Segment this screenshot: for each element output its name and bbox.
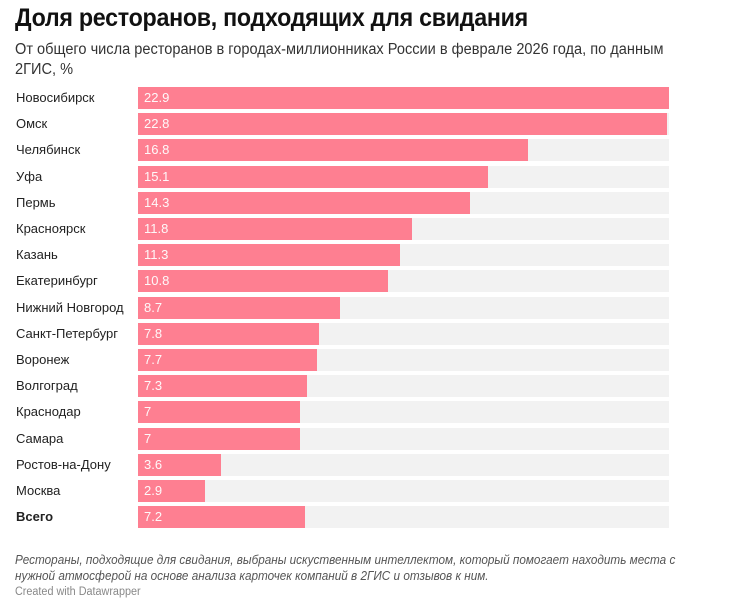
bar-value-label: 7.2 <box>144 509 163 525</box>
bar <box>138 191 470 214</box>
bar <box>138 218 412 240</box>
category-label: Омск <box>16 116 48 132</box>
category-label: Всего <box>16 509 54 525</box>
category-label: Самара <box>16 430 64 446</box>
category-label: Нижний Новгород <box>16 299 124 315</box>
bar-row: Волгоград 7.3 <box>0 375 748 398</box>
chart-title: Доля ресторанов, подходящих для свидания <box>15 4 528 32</box>
bar-value-label: 15.1 <box>144 168 170 184</box>
bar-value-label: 7.7 <box>144 352 163 367</box>
bar-value-label: 7.3 <box>144 378 163 394</box>
bar-chart: Новосибирск 22.9 Омск 22.8 Челябинск 16.8 Уфа 1… <box>0 84 748 534</box>
bar-row: Воронеж 7.7 <box>0 349 748 371</box>
category-label: Краснодар <box>16 404 81 420</box>
category-label: Ростов-на-Дону <box>16 456 111 472</box>
category-label: Санкт-Петербург <box>16 325 118 341</box>
bar <box>138 322 319 345</box>
bar-row: Екатеринбург 10.8 <box>0 270 748 293</box>
bar <box>138 427 301 450</box>
bar-row: Всего 7.2 <box>0 506 748 529</box>
category-label: Пермь <box>16 194 56 210</box>
bar-row: Нижний Новгород 8.7 <box>0 296 748 319</box>
bar-value-label: 3.6 <box>144 456 163 472</box>
bar-value-label: 14.3 <box>144 194 170 210</box>
bar-row: Новосибирск 22.9 <box>0 87 748 109</box>
category-label: Екатеринбург <box>16 273 98 289</box>
bar-value-label: 7 <box>144 430 152 446</box>
bar-value-label: 22.8 <box>144 116 170 132</box>
bar-value-label: 11.8 <box>144 221 169 236</box>
bar <box>138 139 528 162</box>
bar-value-label: 7.8 <box>144 325 163 341</box>
bar-value-label: 7 <box>144 404 152 420</box>
bar-value-label: 11.3 <box>144 247 169 263</box>
category-label: Уфа <box>16 168 43 184</box>
bar <box>138 401 301 424</box>
bar-value-label: 8.7 <box>144 299 163 315</box>
bar-row: Пермь 14.3 <box>0 191 748 214</box>
bar-value-label: 10.8 <box>144 273 170 289</box>
bar-row: Челябинск 16.8 <box>0 139 748 162</box>
bar-row: Красноярск 11.8 <box>0 218 748 240</box>
bar <box>138 506 305 529</box>
chart-notes: Рестораны, подходящие для свидания, выбр… <box>15 553 676 583</box>
bar <box>138 244 401 267</box>
bar <box>138 453 222 476</box>
bar-row: Уфа 15.1 <box>0 165 748 188</box>
bar-value-label: 16.8 <box>144 142 170 158</box>
bar <box>138 349 317 371</box>
bar-row: Ростов-на-Дону 3.6 <box>0 453 748 476</box>
datawrapper-credit: Created with Datawrapper <box>15 586 141 598</box>
bar-row: Омск 22.8 <box>0 113 748 136</box>
category-label: Красноярск <box>16 221 86 236</box>
bar-row: Краснодар 7 <box>0 401 748 424</box>
category-label: Новосибирск <box>16 90 95 105</box>
category-label: Воронеж <box>16 352 70 367</box>
bar <box>138 296 340 319</box>
bar <box>138 113 667 136</box>
bar-track <box>138 480 669 502</box>
bar-value-label: 22.9 <box>144 90 170 105</box>
bar-value-label: 2.9 <box>144 483 163 498</box>
bar-row: Москва 2.9 <box>0 480 748 502</box>
category-label: Челябинск <box>16 142 81 158</box>
bar-track <box>138 453 669 476</box>
category-label: Казань <box>16 247 58 263</box>
chart-subtitle: От общего числа ресторанов в городах-мил… <box>15 41 664 78</box>
category-label: Волгоград <box>16 378 78 394</box>
bar-row: Санкт-Петербург 7.8 <box>0 322 748 345</box>
bar-row: Казань 11.3 <box>0 244 748 267</box>
bar <box>138 270 389 293</box>
bar <box>138 87 669 109</box>
bar <box>138 165 489 188</box>
category-label: Москва <box>16 483 61 498</box>
bar-row: Самара 7 <box>0 427 748 450</box>
bar <box>138 375 308 398</box>
bar <box>138 480 206 502</box>
